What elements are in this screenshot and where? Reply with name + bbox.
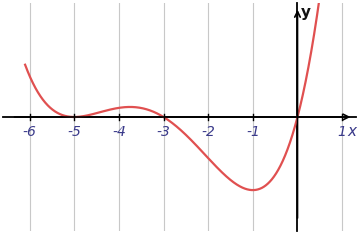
Text: x: x [347, 124, 356, 139]
Text: -6: -6 [23, 125, 36, 139]
Text: -3: -3 [157, 125, 171, 139]
Text: y: y [301, 5, 311, 20]
Text: -4: -4 [112, 125, 126, 139]
Text: 1: 1 [338, 125, 347, 139]
Text: -5: -5 [67, 125, 81, 139]
Text: -2: -2 [201, 125, 215, 139]
Text: -1: -1 [246, 125, 260, 139]
